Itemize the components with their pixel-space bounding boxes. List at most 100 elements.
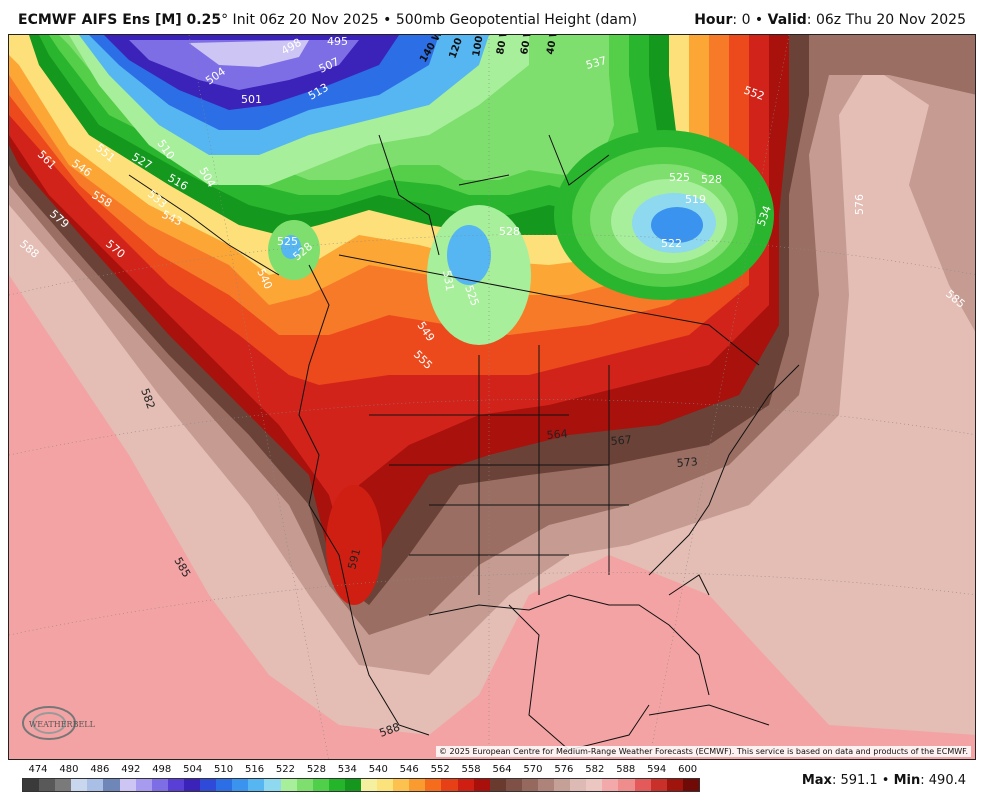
contour-label: 573	[676, 455, 698, 470]
color-legend: 474 480 486 492 498 504 510 516 522 528 534 540 546 5…	[22, 764, 712, 798]
pacific-low-522	[281, 235, 301, 259]
legend-swatch	[666, 779, 683, 791]
copyright-notice: © 2025 European Centre for Medium-Range …	[436, 746, 971, 757]
valid-label: Valid	[767, 12, 807, 28]
legend-tick-label: 540	[368, 764, 388, 775]
logo-ring	[22, 706, 76, 740]
legend-tick-label: 498	[152, 764, 172, 775]
lon-line	[188, 35, 329, 759]
legend-swatch	[216, 779, 233, 791]
contour-label: 519	[685, 193, 706, 206]
map-title: ECMWF AIFS Ens [M] 0.25° Init 06z 20 Nov…	[18, 12, 637, 28]
legend-colorbar	[22, 778, 700, 792]
legend-tick-label: 552	[430, 764, 450, 775]
legend-swatch	[554, 779, 571, 791]
legend-swatch	[682, 779, 699, 791]
legend-tick-label: 600	[678, 764, 698, 775]
contour-label: 537	[584, 54, 608, 72]
legend-swatch	[538, 779, 555, 791]
legend-swatch	[457, 779, 474, 791]
trough-central-525	[447, 225, 491, 285]
parameter-name: 500mb Geopotential Height (dam)	[395, 12, 638, 28]
stats-separator: •	[877, 773, 894, 788]
graticule	[9, 35, 975, 759]
min-label: Min	[893, 773, 921, 788]
legend-swatch	[39, 779, 56, 791]
legend-swatch	[489, 779, 506, 791]
logo-ring-inner	[32, 712, 66, 734]
legend-tick-label: 546	[399, 764, 419, 775]
legend-tick-label: 564	[492, 764, 512, 775]
legend-swatch	[328, 779, 345, 791]
legend-swatch	[87, 779, 104, 791]
east-coast-line	[648, 364, 800, 576]
legend-swatch	[23, 779, 40, 791]
weatherbell-logo: WEATHERBELL	[19, 701, 97, 749]
legend-tick-label: 516	[244, 764, 265, 775]
legend-tick-label: 588	[616, 764, 636, 775]
contour-label: 522	[661, 237, 682, 250]
hour-value: : 0	[732, 12, 751, 28]
legend-swatch	[602, 779, 619, 791]
legend-tick-label: 492	[121, 764, 141, 775]
contour-label: 564	[546, 427, 568, 442]
max-value: : 591.1	[831, 773, 878, 788]
legend-swatch	[167, 779, 184, 791]
forecast-map[interactable]: 504 498 495 501 507 513 510 504 516 561 546 551 527 5…	[8, 34, 976, 760]
max-min-stats: Max: 591.1 • Min: 490.4	[802, 773, 966, 788]
legend-swatch	[409, 779, 426, 791]
contour-label: 501	[241, 93, 262, 106]
lon-line	[649, 35, 790, 759]
legend-swatch	[248, 779, 265, 791]
gulf-coast-line	[428, 594, 710, 696]
legend-labels: 474 480 486 492 498 504 510 516 522 528 534 540 546 5…	[22, 764, 712, 778]
legend-swatch	[264, 779, 281, 791]
legend-tick-label: 534	[337, 764, 357, 775]
min-value: : 490.4	[920, 773, 966, 788]
model-name: ECMWF AIFS Ens [M] 0.25	[18, 12, 222, 28]
contour-label: 528	[701, 173, 722, 186]
legend-swatch	[586, 779, 603, 791]
legend-swatch	[425, 779, 442, 791]
contour-label: 525	[277, 235, 298, 248]
canada-coastlines	[378, 134, 610, 256]
legend-swatch	[344, 779, 361, 791]
legend-swatch	[183, 779, 201, 791]
legend-swatch	[71, 779, 88, 791]
title-separator: •	[378, 12, 396, 28]
florida-line	[668, 574, 710, 596]
legend-swatch	[103, 779, 120, 791]
legend-tick-label: 594	[647, 764, 667, 775]
legend-tick-label: 558	[461, 764, 481, 775]
legend-swatch	[393, 779, 410, 791]
legend-swatch	[119, 779, 136, 791]
legend-swatch	[377, 779, 394, 791]
legend-tick-label: 486	[90, 764, 110, 775]
legend-swatch	[650, 779, 667, 791]
legend-swatch	[296, 779, 313, 791]
legend-tick-label: 474	[28, 764, 48, 775]
logo-text: WEATHERBELL	[29, 720, 96, 729]
legend-tick-label: 522	[275, 764, 296, 775]
legend-swatch	[618, 779, 635, 791]
contour-label: 495	[327, 35, 348, 48]
valid-time: Hour: 0 • Valid: 06z Thu 20 Nov 2025	[694, 12, 966, 28]
contour-label: 576	[853, 194, 866, 215]
legend-swatch	[634, 779, 651, 791]
legend-swatch	[151, 779, 168, 791]
hour-label: Hour	[694, 12, 733, 28]
sw-high-cell	[326, 485, 382, 605]
degree-symbol: °	[221, 12, 229, 28]
header-bar: ECMWF AIFS Ens [M] 0.25° Init 06z 20 Nov…	[0, 0, 984, 34]
logo-swirl: WEATHERBELL	[22, 706, 96, 740]
legend-tick-label: 528	[306, 764, 326, 775]
legend-swatch	[505, 779, 522, 791]
legend-swatch	[570, 779, 587, 791]
legend-swatch	[473, 779, 490, 791]
legend-swatch	[521, 779, 538, 791]
mexico-line	[508, 604, 650, 751]
legend-tick-label: 570	[523, 764, 543, 775]
low-east-516	[651, 207, 703, 243]
legend-swatch	[441, 779, 458, 791]
